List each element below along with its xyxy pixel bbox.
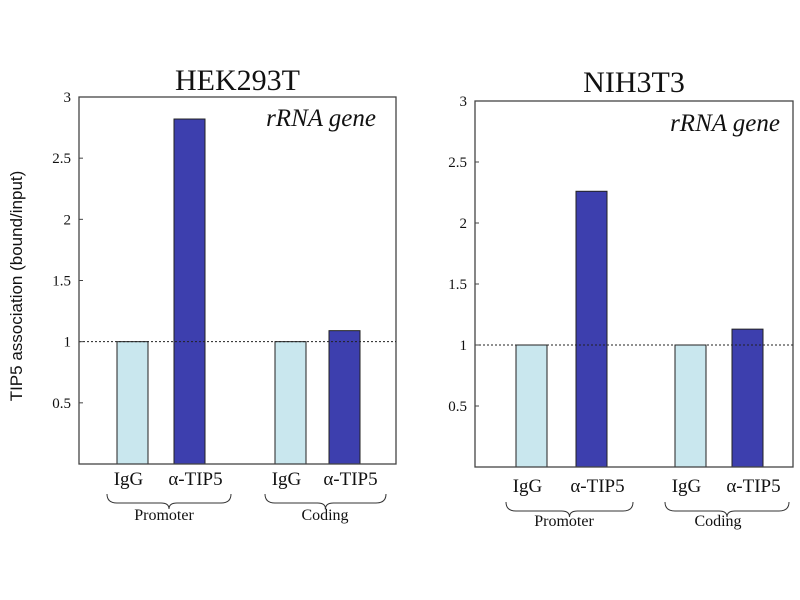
category-label: α-TIP5 bbox=[168, 469, 222, 490]
group-label: Coding bbox=[694, 513, 741, 530]
bar-tip5-promoter bbox=[173, 118, 206, 465]
chart-title: HEK293T bbox=[175, 64, 300, 97]
y-tick-label: 3 bbox=[460, 94, 468, 110]
chart-title: NIH3T3 bbox=[583, 66, 685, 99]
y-axis-label: TIP5 association (bound/input) bbox=[7, 171, 26, 402]
y-tick-label: 2 bbox=[64, 212, 72, 228]
y-tick-label: 1 bbox=[460, 338, 468, 354]
bar-tip5-coding bbox=[328, 330, 361, 465]
bar-tip5-promoter bbox=[575, 190, 608, 468]
group-label: Coding bbox=[301, 507, 348, 524]
chart-panel-hek293t: HEK293T 0.5 1 1.5 2 2.5 3 rRNA gene IgG α-TIP5 IgG… bbox=[52, 64, 397, 524]
bar-igg-coding bbox=[674, 344, 707, 468]
category-label: α-TIP5 bbox=[726, 476, 780, 497]
category-label: IgG bbox=[272, 469, 302, 490]
y-tick-label: 1.5 bbox=[448, 277, 467, 293]
group-brace bbox=[264, 493, 387, 510]
y-tick-label: 3 bbox=[64, 90, 72, 106]
category-label: IgG bbox=[114, 469, 144, 490]
group-label: Promoter bbox=[134, 507, 194, 524]
y-tick-label: 1 bbox=[64, 335, 72, 351]
chart-panel-nih3t3: NIH3T3 0.5 1 1.5 2 2.5 3 rRNA gene IgG α-TIP5 IgG α… bbox=[448, 66, 794, 530]
annotation-label: rRNA gene bbox=[266, 105, 376, 132]
group-brace bbox=[505, 501, 634, 518]
y-tick-label: 2.5 bbox=[448, 155, 467, 171]
y-tick-label: 2 bbox=[460, 216, 468, 232]
group-label: Promoter bbox=[534, 513, 594, 530]
category-label: IgG bbox=[672, 476, 702, 497]
bar-igg-promoter bbox=[116, 341, 149, 465]
y-tick-label: 0.5 bbox=[52, 396, 71, 412]
y-tick-label: 0.5 bbox=[448, 399, 467, 415]
category-label: IgG bbox=[513, 476, 543, 497]
category-label: α-TIP5 bbox=[323, 469, 377, 490]
category-label: α-TIP5 bbox=[570, 476, 624, 497]
y-tick-label: 1.5 bbox=[52, 274, 71, 290]
bar-igg-promoter bbox=[515, 344, 548, 468]
bar-igg-coding bbox=[274, 341, 307, 465]
y-tick-label: 2.5 bbox=[52, 151, 71, 167]
group-brace bbox=[106, 493, 232, 510]
annotation-label: rRNA gene bbox=[670, 110, 780, 137]
group-brace bbox=[664, 501, 790, 518]
bar-tip5-coding bbox=[731, 328, 764, 468]
